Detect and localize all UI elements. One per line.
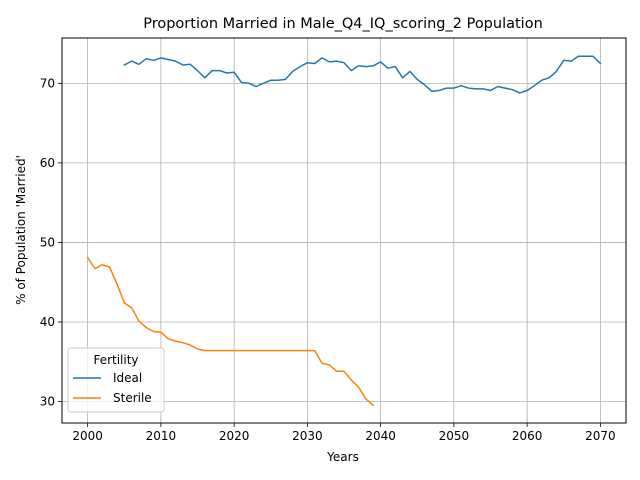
- x-axis: 2000 2010 2020 2030 2040 2050 2060 2070: [72, 423, 616, 443]
- legend-title: Fertility: [93, 353, 138, 367]
- y-axis-label: % of Population 'Married': [14, 155, 28, 305]
- x-tick-label: 2000: [72, 429, 103, 443]
- x-axis-label: Years: [326, 450, 359, 464]
- plot-frame: [61, 37, 627, 424]
- legend: Fertility Ideal Sterile: [67, 347, 165, 413]
- y-tick-label: 50: [40, 235, 55, 249]
- x-tick-label: 2060: [512, 429, 543, 443]
- x-tick-label: 2020: [219, 429, 250, 443]
- x-tick-label: 2040: [365, 429, 396, 443]
- grid-lines: [62, 38, 626, 423]
- legend-label-sterile: Sterile: [113, 391, 152, 405]
- series-layer: [86, 55, 602, 407]
- y-axis: 30 40 50 60 70: [40, 76, 62, 409]
- y-tick-label: 40: [40, 315, 55, 329]
- series-line-ideal: [123, 55, 602, 94]
- x-tick-label: 2070: [585, 429, 616, 443]
- y-tick-label: 70: [40, 76, 55, 90]
- x-tick-label: 2050: [439, 429, 470, 443]
- x-tick-label: 2010: [146, 429, 177, 443]
- y-tick-label: 30: [40, 395, 55, 409]
- y-tick-label: 60: [40, 156, 55, 170]
- chart-title: Proportion Married in Male_Q4_IQ_scoring…: [143, 16, 543, 32]
- legend-box: [67, 347, 165, 413]
- series-line-sterile: [86, 256, 375, 407]
- x-tick-label: 2030: [292, 429, 323, 443]
- legend-label-ideal: Ideal: [113, 371, 142, 385]
